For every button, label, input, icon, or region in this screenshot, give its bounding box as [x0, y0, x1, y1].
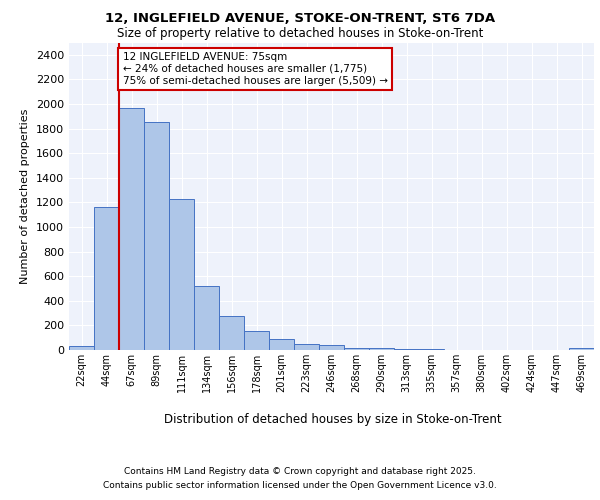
Y-axis label: Number of detached properties: Number of detached properties	[20, 108, 31, 284]
Bar	[69, 346, 94, 350]
Text: Distribution of detached houses by size in Stoke-on-Trent: Distribution of detached houses by size …	[164, 412, 502, 426]
Bar	[294, 344, 319, 350]
Bar	[169, 198, 194, 350]
Text: Contains HM Land Registry data © Crown copyright and database right 2025.: Contains HM Land Registry data © Crown c…	[124, 468, 476, 476]
Bar	[269, 339, 294, 350]
Bar	[394, 349, 419, 350]
Text: 12 INGLEFIELD AVENUE: 75sqm
← 24% of detached houses are smaller (1,775)
75% of : 12 INGLEFIELD AVENUE: 75sqm ← 24% of det…	[123, 52, 388, 86]
Bar	[144, 122, 169, 350]
Bar	[219, 316, 244, 350]
Bar	[569, 348, 594, 350]
Bar	[344, 348, 369, 350]
Text: 12, INGLEFIELD AVENUE, STOKE-ON-TRENT, ST6 7DA: 12, INGLEFIELD AVENUE, STOKE-ON-TRENT, S…	[105, 12, 495, 26]
Bar	[119, 108, 144, 350]
Text: Size of property relative to detached houses in Stoke-on-Trent: Size of property relative to detached ho…	[117, 28, 483, 40]
Bar	[244, 331, 269, 350]
Bar	[369, 348, 394, 350]
Bar	[194, 286, 219, 350]
Text: Contains public sector information licensed under the Open Government Licence v3: Contains public sector information licen…	[103, 481, 497, 490]
Bar	[319, 346, 344, 350]
Bar	[94, 208, 119, 350]
